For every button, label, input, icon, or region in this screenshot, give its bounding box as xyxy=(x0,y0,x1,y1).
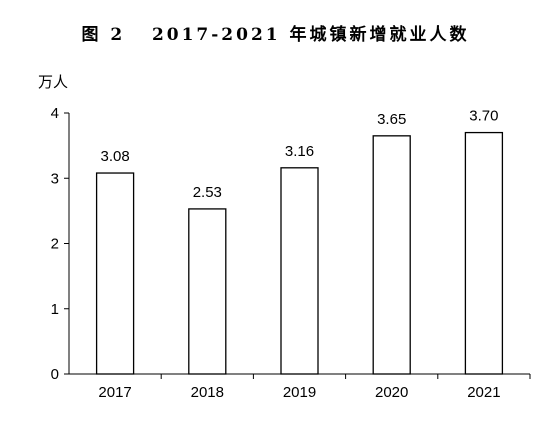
y-tick-label: 2 xyxy=(51,236,59,253)
data-label-2017: 3.08 xyxy=(100,148,129,165)
bar-2019 xyxy=(280,167,319,375)
data-label-2020: 3.65 xyxy=(377,111,406,128)
x-tick-label-2018: 2018 xyxy=(191,384,224,401)
data-label-2019: 3.16 xyxy=(285,143,314,160)
data-label-2018: 2.53 xyxy=(193,184,222,201)
bar-2020 xyxy=(372,135,411,375)
x-tick-label-2019: 2019 xyxy=(283,384,316,401)
y-tick-label: 0 xyxy=(51,366,59,383)
x-tick-label-2020: 2020 xyxy=(375,384,408,401)
x-tick-label-2021: 2021 xyxy=(467,384,500,401)
x-tick-label-2017: 2017 xyxy=(98,384,131,401)
data-label-2021: 3.70 xyxy=(469,108,498,125)
bar-2017 xyxy=(95,172,135,375)
bar-2018 xyxy=(188,208,227,375)
y-axis-unit-label: 万人 xyxy=(38,73,68,91)
y-tick-label: 1 xyxy=(51,301,59,318)
y-tick-label: 4 xyxy=(51,105,59,122)
chart-title: 图 2 2017-2021 年城镇新增就业人数 xyxy=(81,25,470,45)
y-tick-label: 3 xyxy=(51,170,59,187)
bar-2021 xyxy=(464,131,504,375)
